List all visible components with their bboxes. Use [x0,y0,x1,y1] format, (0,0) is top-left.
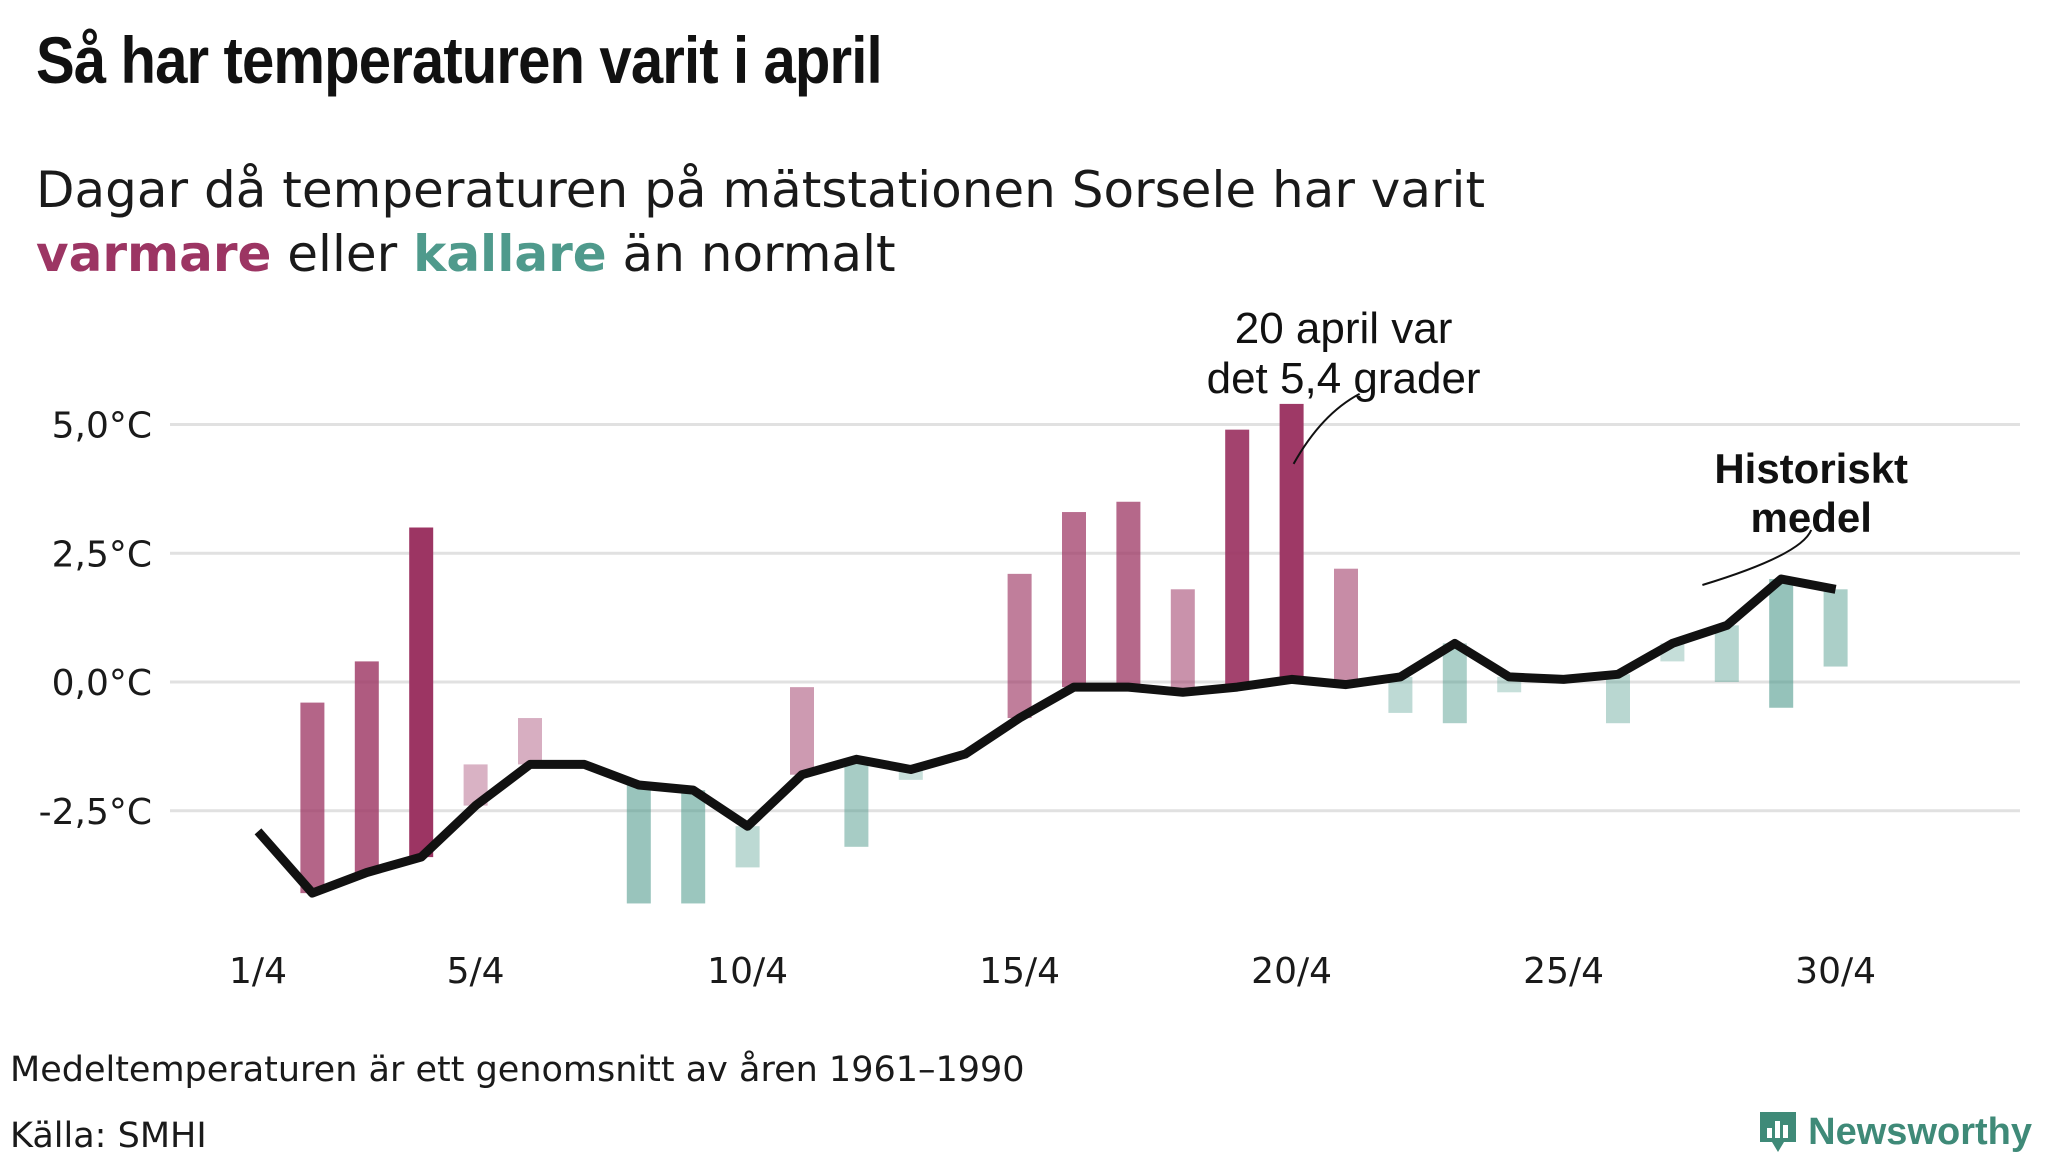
bar-colder [1442,643,1467,724]
bar-warmer [300,702,325,894]
subtitle-tail: än normalt [606,225,896,283]
bar-colder [735,826,760,868]
historical-mean-series [254,574,1837,898]
logo-text: Newsworthy [1808,1110,2032,1153]
bar-colder [1769,579,1794,708]
newsworthy-chart-icon [1760,1112,1797,1152]
footer-note: Medeltemperaturen är ett genomsnitt av å… [10,1050,1025,1090]
bar-warmer [1279,403,1304,680]
mean-annotation-pointer [1702,529,1813,586]
y-tick-label: 5,0°C [52,406,152,447]
bar-warmer [1007,573,1032,719]
bar-warmer [1062,512,1086,688]
bar-warmer [1116,501,1141,688]
x-axis-ticks: 1/4 5/4 10/4 15/4 20/4 25/4 30/4 [229,951,1876,992]
y-tick-label: 0,0°C [52,663,152,704]
subtitle-line1: Dagar då temperaturen på mätstationen So… [36,161,1486,219]
subtitle-between: eller [271,225,414,283]
x-tick-label: 10/4 [707,951,788,992]
bar-colder [1714,625,1739,682]
grid-lines [170,423,2020,813]
bar-colder [1823,589,1848,667]
bar-colder [844,759,869,847]
newsworthy-logo: Newsworthy [1756,1108,2032,1156]
bar-warmer [409,527,434,858]
bar-warmer [1170,589,1195,693]
bar-colder [1388,676,1413,713]
bar-warmer [790,687,814,775]
page-title: Så har temperaturen varit i april [36,23,883,97]
x-tick-label: 30/4 [1795,951,1876,992]
mean-annotation-text: Historiskt [1714,445,1908,492]
bar-warmer [1334,568,1358,685]
peak-annotation-text: det 5,4 grader [1207,354,1481,403]
bar-colder [681,790,706,904]
x-tick-label: 1/4 [229,951,287,992]
bar-warmer [354,661,379,873]
x-tick-label: 20/4 [1251,951,1332,992]
temperature-bars [300,403,1848,904]
x-tick-label: 5/4 [447,951,505,992]
bar-colder [898,769,923,780]
bar-warmer [518,718,542,765]
bar-colder [626,785,651,904]
y-tick-label: -2,5°C [39,792,152,833]
bar-warmer [1225,429,1250,688]
y-axis-ticks: 5,0°C 2,5°C 0,0°C -2,5°C [39,406,152,833]
chart-subtitle: Dagar då temperaturen på mätstationen So… [36,158,1485,286]
subtitle-warm-word: varmare [36,225,272,283]
peak-annotation-pointer [1292,393,1361,465]
footer-source: Källa: SMHI [10,1116,207,1156]
mean-annotation-text: medel [1751,494,1872,541]
x-tick-label: 15/4 [979,951,1060,992]
historical-mean-line [254,574,1837,898]
peak-annotation-text: 20 april var [1235,304,1453,353]
y-tick-label: 2,5°C [52,534,152,575]
bar-colder [1606,674,1630,724]
subtitle-cold-word: kallare [413,225,607,283]
x-tick-label: 25/4 [1523,951,1604,992]
